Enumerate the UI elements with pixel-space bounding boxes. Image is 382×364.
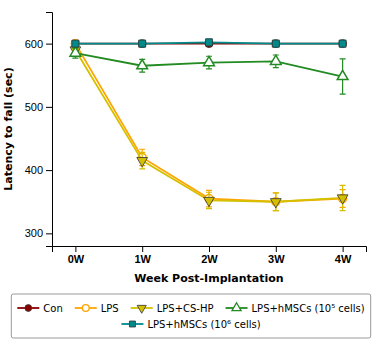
point: [70, 47, 81, 56]
point: [272, 40, 279, 47]
point: [71, 40, 79, 48]
series: [71, 40, 346, 211]
tick-label: 1W: [134, 253, 151, 265]
point: [205, 40, 213, 48]
chart: 300 400 500 600 0W 1W 2W 3W 4W Week Post-Implanta…: [0, 0, 382, 364]
tick-label: 400: [25, 164, 43, 176]
tick-mark: [46, 170, 52, 171]
legend-marker: [25, 305, 32, 312]
series-line: [75, 50, 342, 202]
tick-mark: [276, 246, 277, 252]
point: [139, 40, 146, 47]
tick: 500: [25, 101, 52, 113]
point: [270, 55, 281, 64]
x-axis: 0W 1W 2W 3W 4W: [53, 246, 367, 265]
point: [337, 195, 348, 204]
tick-label: 2W: [201, 253, 218, 265]
legend-item: LPS+hMSCs (10⁵ cells): [226, 303, 365, 314]
legend-label: LPS: [101, 303, 119, 314]
series-line: [75, 44, 342, 202]
tick-mark: [46, 107, 52, 108]
point: [339, 40, 347, 48]
point: [137, 60, 148, 69]
legend: Con LPS LPS+CS-HP LPS+hMSCs (10⁵ cells) LPS+…: [11, 294, 370, 338]
legend-marker: [232, 303, 241, 311]
point: [204, 56, 215, 65]
legend-label: LPS+CS-HP: [157, 303, 214, 314]
marks: [70, 39, 348, 211]
tick-mark: [46, 44, 52, 45]
axis-line: [53, 247, 367, 253]
tick: 1W: [134, 246, 151, 265]
point: [138, 40, 146, 48]
legend-item: LPS+CS-HP: [131, 303, 214, 314]
point: [270, 199, 281, 208]
tick: 600: [25, 38, 52, 50]
axis-line: [46, 13, 53, 247]
tick-mark: [343, 246, 344, 252]
error-bar: [340, 40, 346, 46]
tick: 300: [25, 227, 52, 239]
legend-label: Con: [43, 303, 62, 314]
series: [71, 40, 346, 48]
tick: 3W: [268, 246, 285, 265]
error-bar: [139, 40, 145, 46]
legend-item: LPS+hMSCs (10⁶ cells): [121, 319, 260, 330]
tick-label: 0W: [68, 253, 85, 265]
tick: 400: [25, 164, 52, 176]
tick-label: 4W: [335, 253, 352, 265]
tick-label: 600: [25, 38, 43, 50]
legend-label: LPS+hMSCs (10⁶ cells): [147, 319, 260, 330]
legend-item: LPS: [75, 303, 119, 314]
legend-marker: [82, 305, 89, 312]
point: [337, 70, 348, 79]
tick: 0W: [68, 246, 85, 265]
point: [205, 39, 212, 46]
point: [272, 40, 280, 48]
tick: 2W: [201, 246, 218, 265]
point: [137, 158, 148, 167]
series: [70, 47, 348, 211]
plot: 300 400 500 600 0W 1W 2W 3W 4W Week Post-Implanta…: [2, 13, 367, 286]
tick-mark: [46, 233, 52, 234]
legend-marker: [137, 305, 146, 313]
x-axis-title: Week Post-Implantation: [134, 272, 283, 285]
error-bar: [273, 40, 279, 46]
legend-frame: [11, 294, 370, 338]
error-bar: [206, 39, 212, 45]
tick-mark: [209, 246, 210, 252]
tick-label: 500: [25, 101, 43, 113]
series: [70, 47, 348, 94]
tick-mark: [75, 246, 76, 252]
tick-label: 300: [25, 227, 43, 239]
point: [70, 47, 81, 56]
point: [204, 197, 215, 206]
point: [71, 40, 79, 48]
legend-marker: [129, 321, 135, 327]
series: [72, 39, 346, 47]
tick-mark: [142, 246, 143, 252]
legend-label: LPS+hMSCs (10⁵ cells): [252, 303, 365, 314]
legend-item: Con: [17, 303, 62, 314]
y-axis-title: Latency to fall (sec): [2, 67, 15, 190]
point: [339, 40, 346, 47]
y-axis: 300 400 500 600: [25, 13, 53, 247]
tick: 4W: [335, 246, 352, 265]
series-line: [75, 53, 342, 76]
tick-label: 3W: [268, 253, 285, 265]
point: [72, 40, 79, 47]
